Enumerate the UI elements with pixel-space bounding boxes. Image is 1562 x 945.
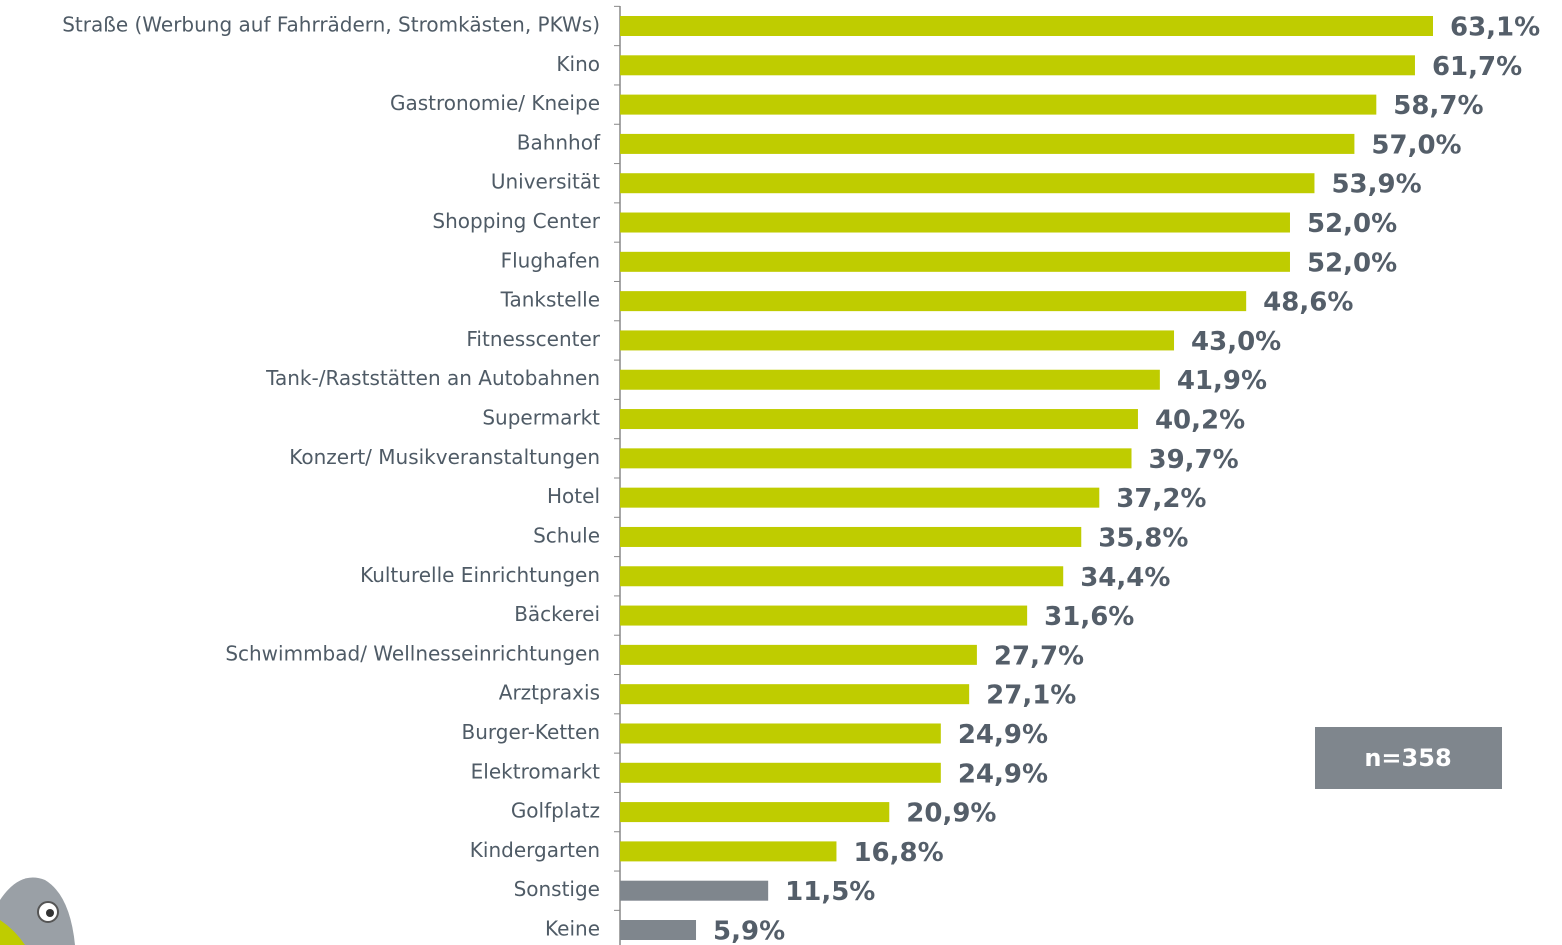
bar [620,841,837,862]
value-label: 31,6% [1044,602,1134,632]
bar [620,133,1355,154]
bar [620,605,1028,626]
bar [620,880,769,901]
bar [620,802,890,823]
value-label: 24,9% [958,759,1048,789]
value-label: 11,5% [785,877,875,907]
y-tick-label: Burger-Ketten [461,720,600,744]
y-tick-label: Arztpraxis [499,681,600,705]
value-label: 16,8% [853,838,943,868]
bar [620,762,941,783]
value-label: 57,0% [1371,130,1461,160]
value-label: 34,4% [1080,563,1170,593]
y-tick-label: Bäckerei [514,602,600,626]
value-label: 37,2% [1116,484,1206,514]
y-tick-label: Bahnhof [517,130,601,154]
value-label: 40,2% [1155,406,1245,436]
bar [620,212,1290,233]
value-label: 27,7% [994,641,1084,671]
value-label: 41,9% [1177,366,1267,396]
bar [620,16,1433,36]
value-label: 52,0% [1307,248,1397,278]
y-tick-label: Tank-/Raststätten an Autobahnen [265,366,600,390]
value-label: 48,6% [1263,288,1353,318]
bar [620,920,697,940]
y-tick-label: Tankstelle [500,288,600,312]
y-tick-label: Sonstige [514,877,600,901]
y-tick-label: Universität [491,170,600,194]
bar [620,330,1175,351]
y-tick-label: Kindergarten [470,838,600,862]
bar [620,487,1100,508]
annotation: n=358 [1364,744,1451,772]
bar [620,409,1138,430]
y-tick-label: Gastronomie/ Kneipe [390,91,600,115]
value-label: 20,9% [906,799,996,829]
y-tick-label: Hotel [547,484,600,508]
bar [620,448,1132,469]
y-tick-label: Straße (Werbung auf Fahrrädern, Stromkäs… [62,13,600,37]
value-label: 61,7% [1432,52,1522,82]
bar [620,291,1247,312]
y-tick-label: Golfplatz [511,799,600,823]
logo [0,877,75,945]
y-tick-label: Schwimmbad/ Wellnesseinrichtungen [225,641,600,665]
bar [620,173,1315,194]
bar [620,55,1415,76]
y-tick-label: Kulturelle Einrichtungen [360,563,600,587]
value-label: 53,9% [1331,170,1421,200]
value-label: 39,7% [1149,445,1239,475]
bar [620,526,1082,547]
y-tick-label: Shopping Center [432,209,600,233]
value-label: 63,1% [1450,13,1540,43]
y-tick-label: Schule [533,523,600,547]
bar [620,644,977,665]
value-label: 24,9% [958,720,1048,750]
annotation-box [1315,727,1502,789]
y-tick-label: Elektromarkt [471,759,600,783]
value-label: 27,1% [986,681,1076,711]
value-label: 52,0% [1307,209,1397,239]
bar [620,566,1064,587]
y-tick-label: Keine [545,917,600,941]
y-tick-label: Fitnesscenter [466,327,600,351]
bar [620,684,970,705]
bar [620,369,1160,390]
y-tick-label: Supermarkt [482,406,600,430]
value-label: 58,7% [1393,91,1483,121]
y-tick-label: Flughafen [501,248,600,272]
y-tick-label: Kino [556,52,600,76]
value-label: 35,8% [1098,523,1188,553]
value-label: 5,9% [713,917,785,945]
y-tick-label: Konzert/ Musikveranstaltungen [289,445,600,469]
bar [620,251,1290,272]
bar [620,94,1377,115]
bar [620,723,941,744]
value-label: 43,0% [1191,327,1281,357]
